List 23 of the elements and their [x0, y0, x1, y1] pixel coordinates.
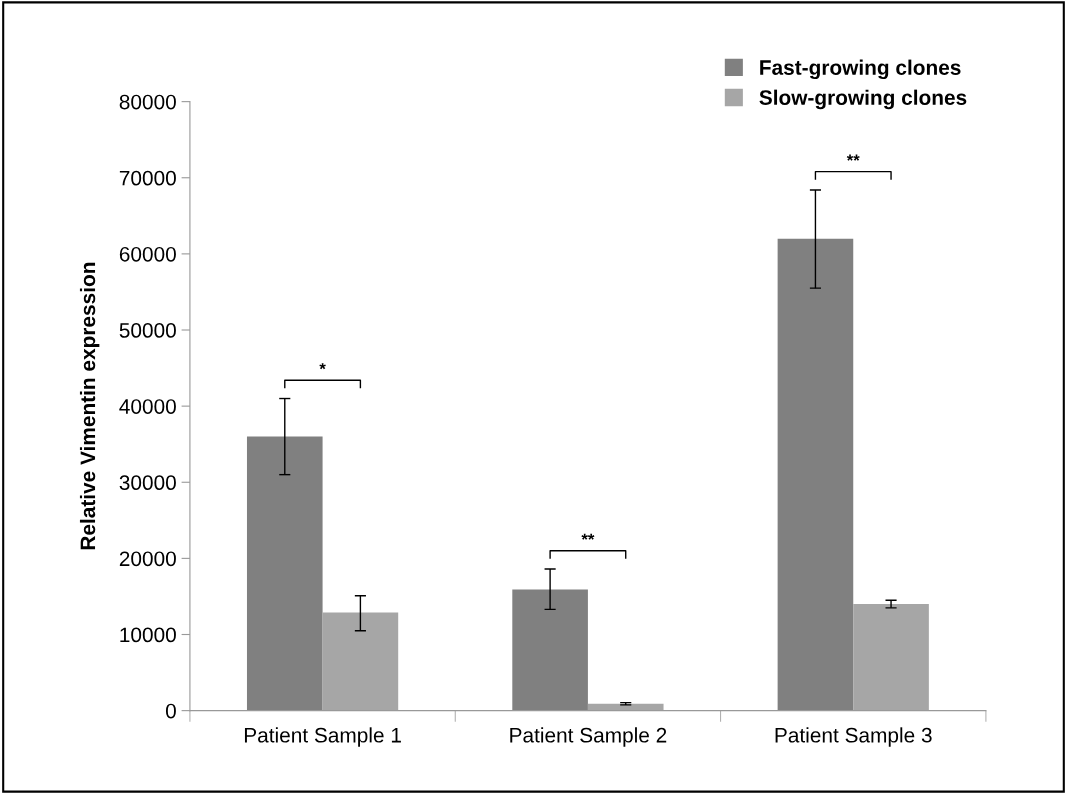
y-tick-label: 30000: [119, 475, 176, 491]
bar: [322, 612, 399, 711]
y-tick-label: 80000: [119, 94, 176, 110]
annotation: **: [581, 533, 595, 540]
x-tick-label: Patient Sample 1: [244, 727, 401, 747]
legend-label: Slow-growing clones: [759, 89, 967, 110]
y-tick-label: 70000: [119, 170, 176, 186]
bar: [853, 604, 929, 711]
legend-label: Fast-growing clones: [760, 59, 961, 80]
y-tick-label: 60000: [119, 246, 176, 262]
bar: [246, 436, 323, 711]
annotation: *: [319, 363, 326, 370]
bar: [512, 589, 588, 711]
annotation: **: [846, 154, 860, 161]
x-tick-label: Patient Sample 2: [510, 727, 667, 747]
y-axis-title: Relative Vimentin expression: [79, 262, 100, 550]
y-tick-label: 20000: [119, 551, 176, 567]
y-tick-label: 50000: [119, 323, 176, 338]
y-tick-label: 0: [165, 703, 176, 719]
y-tick-label: 10000: [120, 627, 176, 643]
x-tick-label: Patient Sample 3: [775, 727, 932, 747]
bar: [777, 238, 854, 711]
y-tick-label: 40000: [119, 399, 176, 414]
